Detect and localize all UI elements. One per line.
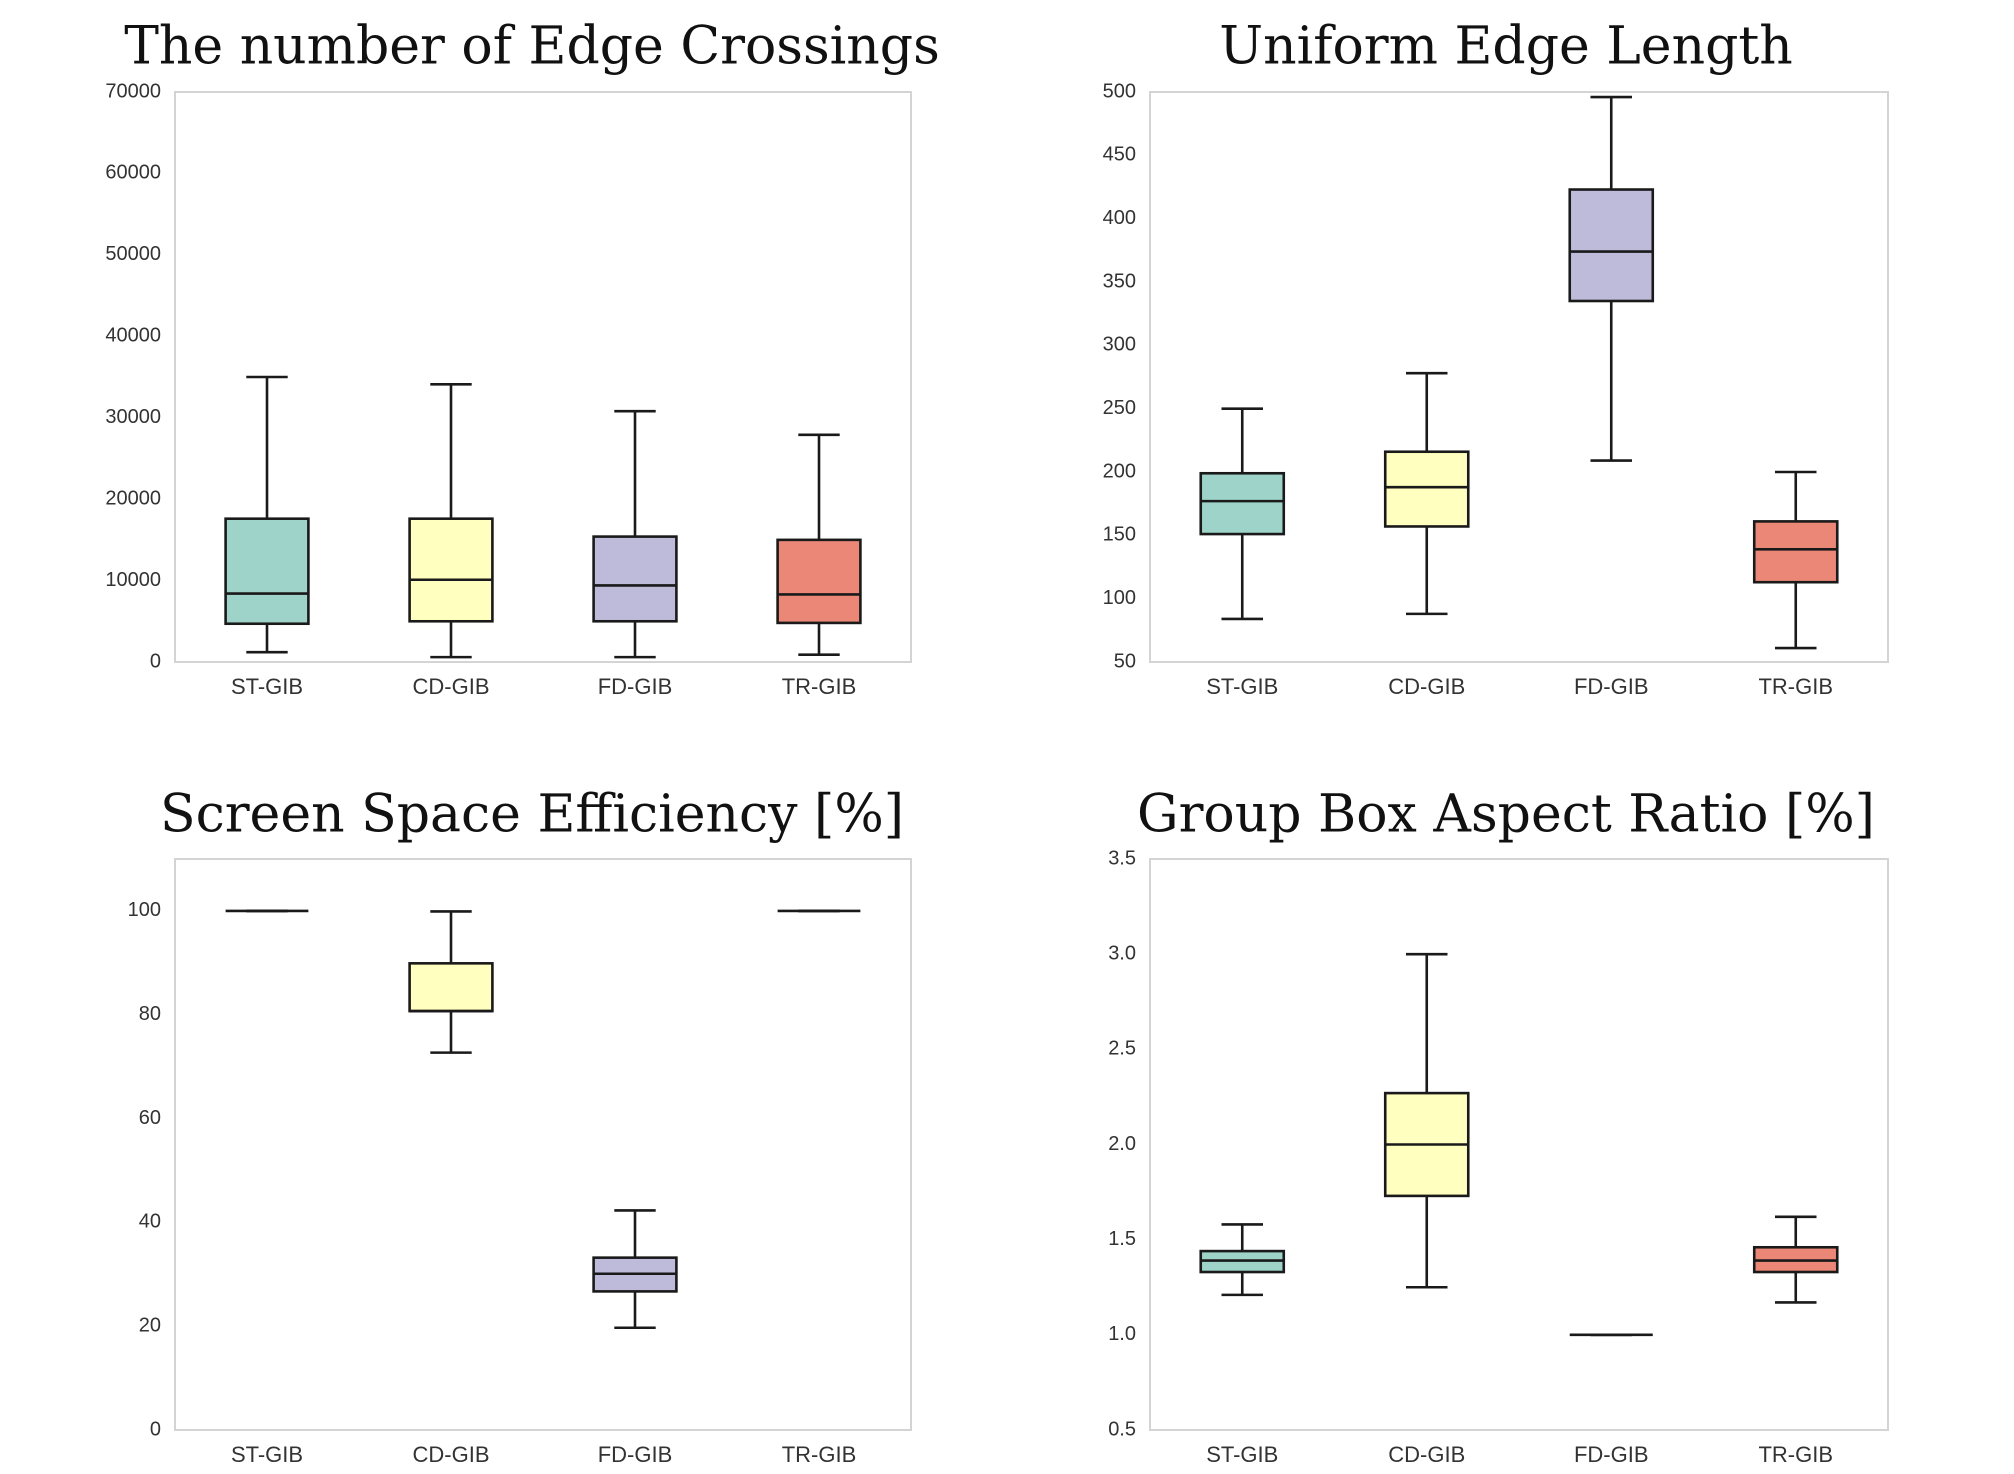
x-tick-label: ST-GIB [231, 1442, 303, 1467]
iqr-box [1568, 188, 1655, 303]
box-tr-gib [1752, 470, 1839, 650]
iqr-box [408, 517, 494, 623]
y-tick-label: 300 [1103, 334, 1136, 356]
y-tick-label: 20000 [105, 487, 161, 509]
x-tick-label: CD-GIB [1388, 674, 1465, 699]
y-tick-label: 3.5 [1108, 847, 1136, 869]
y-tick-label: 0 [150, 650, 161, 672]
plot-frame [1149, 858, 1889, 1431]
y-tick-label: 40 [139, 1211, 161, 1233]
x-tick-label: CD-GIB [413, 1442, 490, 1467]
plot-frame [174, 91, 912, 663]
box-cd-gib [1383, 952, 1470, 1289]
y-tick-label: 2.0 [1108, 1133, 1136, 1155]
x-tick-label: ST-GIB [1206, 1442, 1278, 1467]
y-tick-label: 1.0 [1108, 1323, 1136, 1345]
box-tr-gib [776, 433, 862, 656]
iqr-box [408, 962, 494, 1013]
x-tick-label: ST-GIB [1206, 674, 1278, 699]
y-tick-label: 30000 [105, 406, 161, 428]
y-tick-label: 250 [1103, 397, 1136, 419]
x-tick-label: FD-GIB [1574, 674, 1649, 699]
box-cd-gib [408, 910, 494, 1054]
chart-title: Group Box Aspect Ratio [%] [1137, 785, 1875, 845]
iqr-box [776, 538, 862, 625]
x-tick-label: TR-GIB [782, 674, 857, 699]
chart-title: Uniform Edge Length [1219, 17, 1793, 77]
y-tick-label: 80 [139, 1003, 161, 1025]
y-tick-label: 100 [1103, 587, 1136, 609]
y-tick-label: 50 [1114, 650, 1136, 672]
y-tick-label: 150 [1103, 524, 1136, 546]
box-st-gib [1199, 1223, 1286, 1297]
y-tick-label: 3.0 [1108, 942, 1136, 964]
y-tick-label: 50000 [105, 243, 161, 265]
iqr-box [1383, 450, 1470, 528]
plot-frame [1149, 91, 1889, 663]
y-tick-label: 2.5 [1108, 1038, 1136, 1060]
y-tick-label: 350 [1103, 270, 1136, 292]
iqr-box [1199, 471, 1286, 536]
y-tick-label: 450 [1103, 144, 1136, 166]
y-tick-label: 40000 [105, 325, 161, 347]
x-tick-label: TR-GIB [1758, 674, 1833, 699]
box-chart-3: Screen Space Efficiency [%] 0 20 40 60 80 100 S… [128, 785, 912, 1467]
y-tick-label: 100 [128, 899, 161, 921]
y-tick-label: 1.5 [1108, 1228, 1136, 1250]
x-tick-label: CD-GIB [1388, 1442, 1465, 1467]
y-tick-label: 500 [1103, 80, 1136, 102]
iqr-box [592, 535, 678, 623]
box-chart-1: The number of Edge Crossings 0 10000 20000 3… [105, 17, 939, 699]
box-chart-2: Uniform Edge Length 50 100 150 200 250 300 350 4… [1103, 17, 1889, 699]
y-tick-label: 0 [150, 1418, 161, 1440]
y-tick-label: 60000 [105, 162, 161, 184]
x-tick-label: FD-GIB [598, 1442, 673, 1467]
box-tr-gib [1752, 1215, 1839, 1304]
box-fd-gib [592, 409, 678, 659]
chart-title: Screen Space Efficiency [%] [160, 785, 904, 845]
y-tick-label: 400 [1103, 207, 1136, 229]
box-fd-gib [592, 1209, 678, 1330]
plot-frame [174, 858, 912, 1431]
x-tick-label: CD-GIB [413, 674, 490, 699]
iqr-box [224, 517, 310, 626]
x-tick-label: FD-GIB [1574, 1442, 1649, 1467]
x-tick-label: TR-GIB [1758, 1442, 1833, 1467]
chart-title: The number of Edge Crossings [124, 17, 940, 77]
iqr-box [1752, 520, 1839, 584]
x-tick-label: ST-GIB [231, 674, 303, 699]
box-chart-4: Group Box Aspect Ratio [%] 0.5 1.0 1.5 2.0 2.… [1108, 785, 1889, 1467]
y-tick-label: 60 [139, 1107, 161, 1129]
x-tick-label: FD-GIB [598, 674, 673, 699]
box-cd-gib [408, 383, 494, 659]
y-tick-label: 20 [139, 1314, 161, 1336]
box-st-gib [1199, 407, 1286, 621]
y-tick-label: 200 [1103, 460, 1136, 482]
y-tick-label: 70000 [105, 80, 161, 102]
box-st-gib [224, 375, 310, 654]
x-tick-label: TR-GIB [782, 1442, 857, 1467]
y-tick-label: 0.5 [1108, 1418, 1136, 1440]
box-cd-gib [1383, 371, 1470, 616]
box-fd-gib [1568, 95, 1655, 462]
y-tick-label: 10000 [105, 569, 161, 591]
